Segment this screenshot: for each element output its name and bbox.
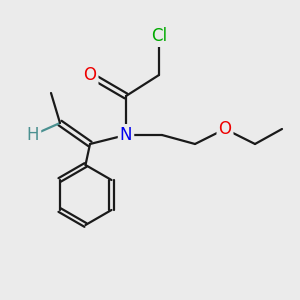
Text: H: H — [27, 126, 39, 144]
Text: O: O — [83, 66, 97, 84]
Text: Cl: Cl — [151, 27, 167, 45]
Text: O: O — [218, 120, 232, 138]
Text: N: N — [120, 126, 132, 144]
